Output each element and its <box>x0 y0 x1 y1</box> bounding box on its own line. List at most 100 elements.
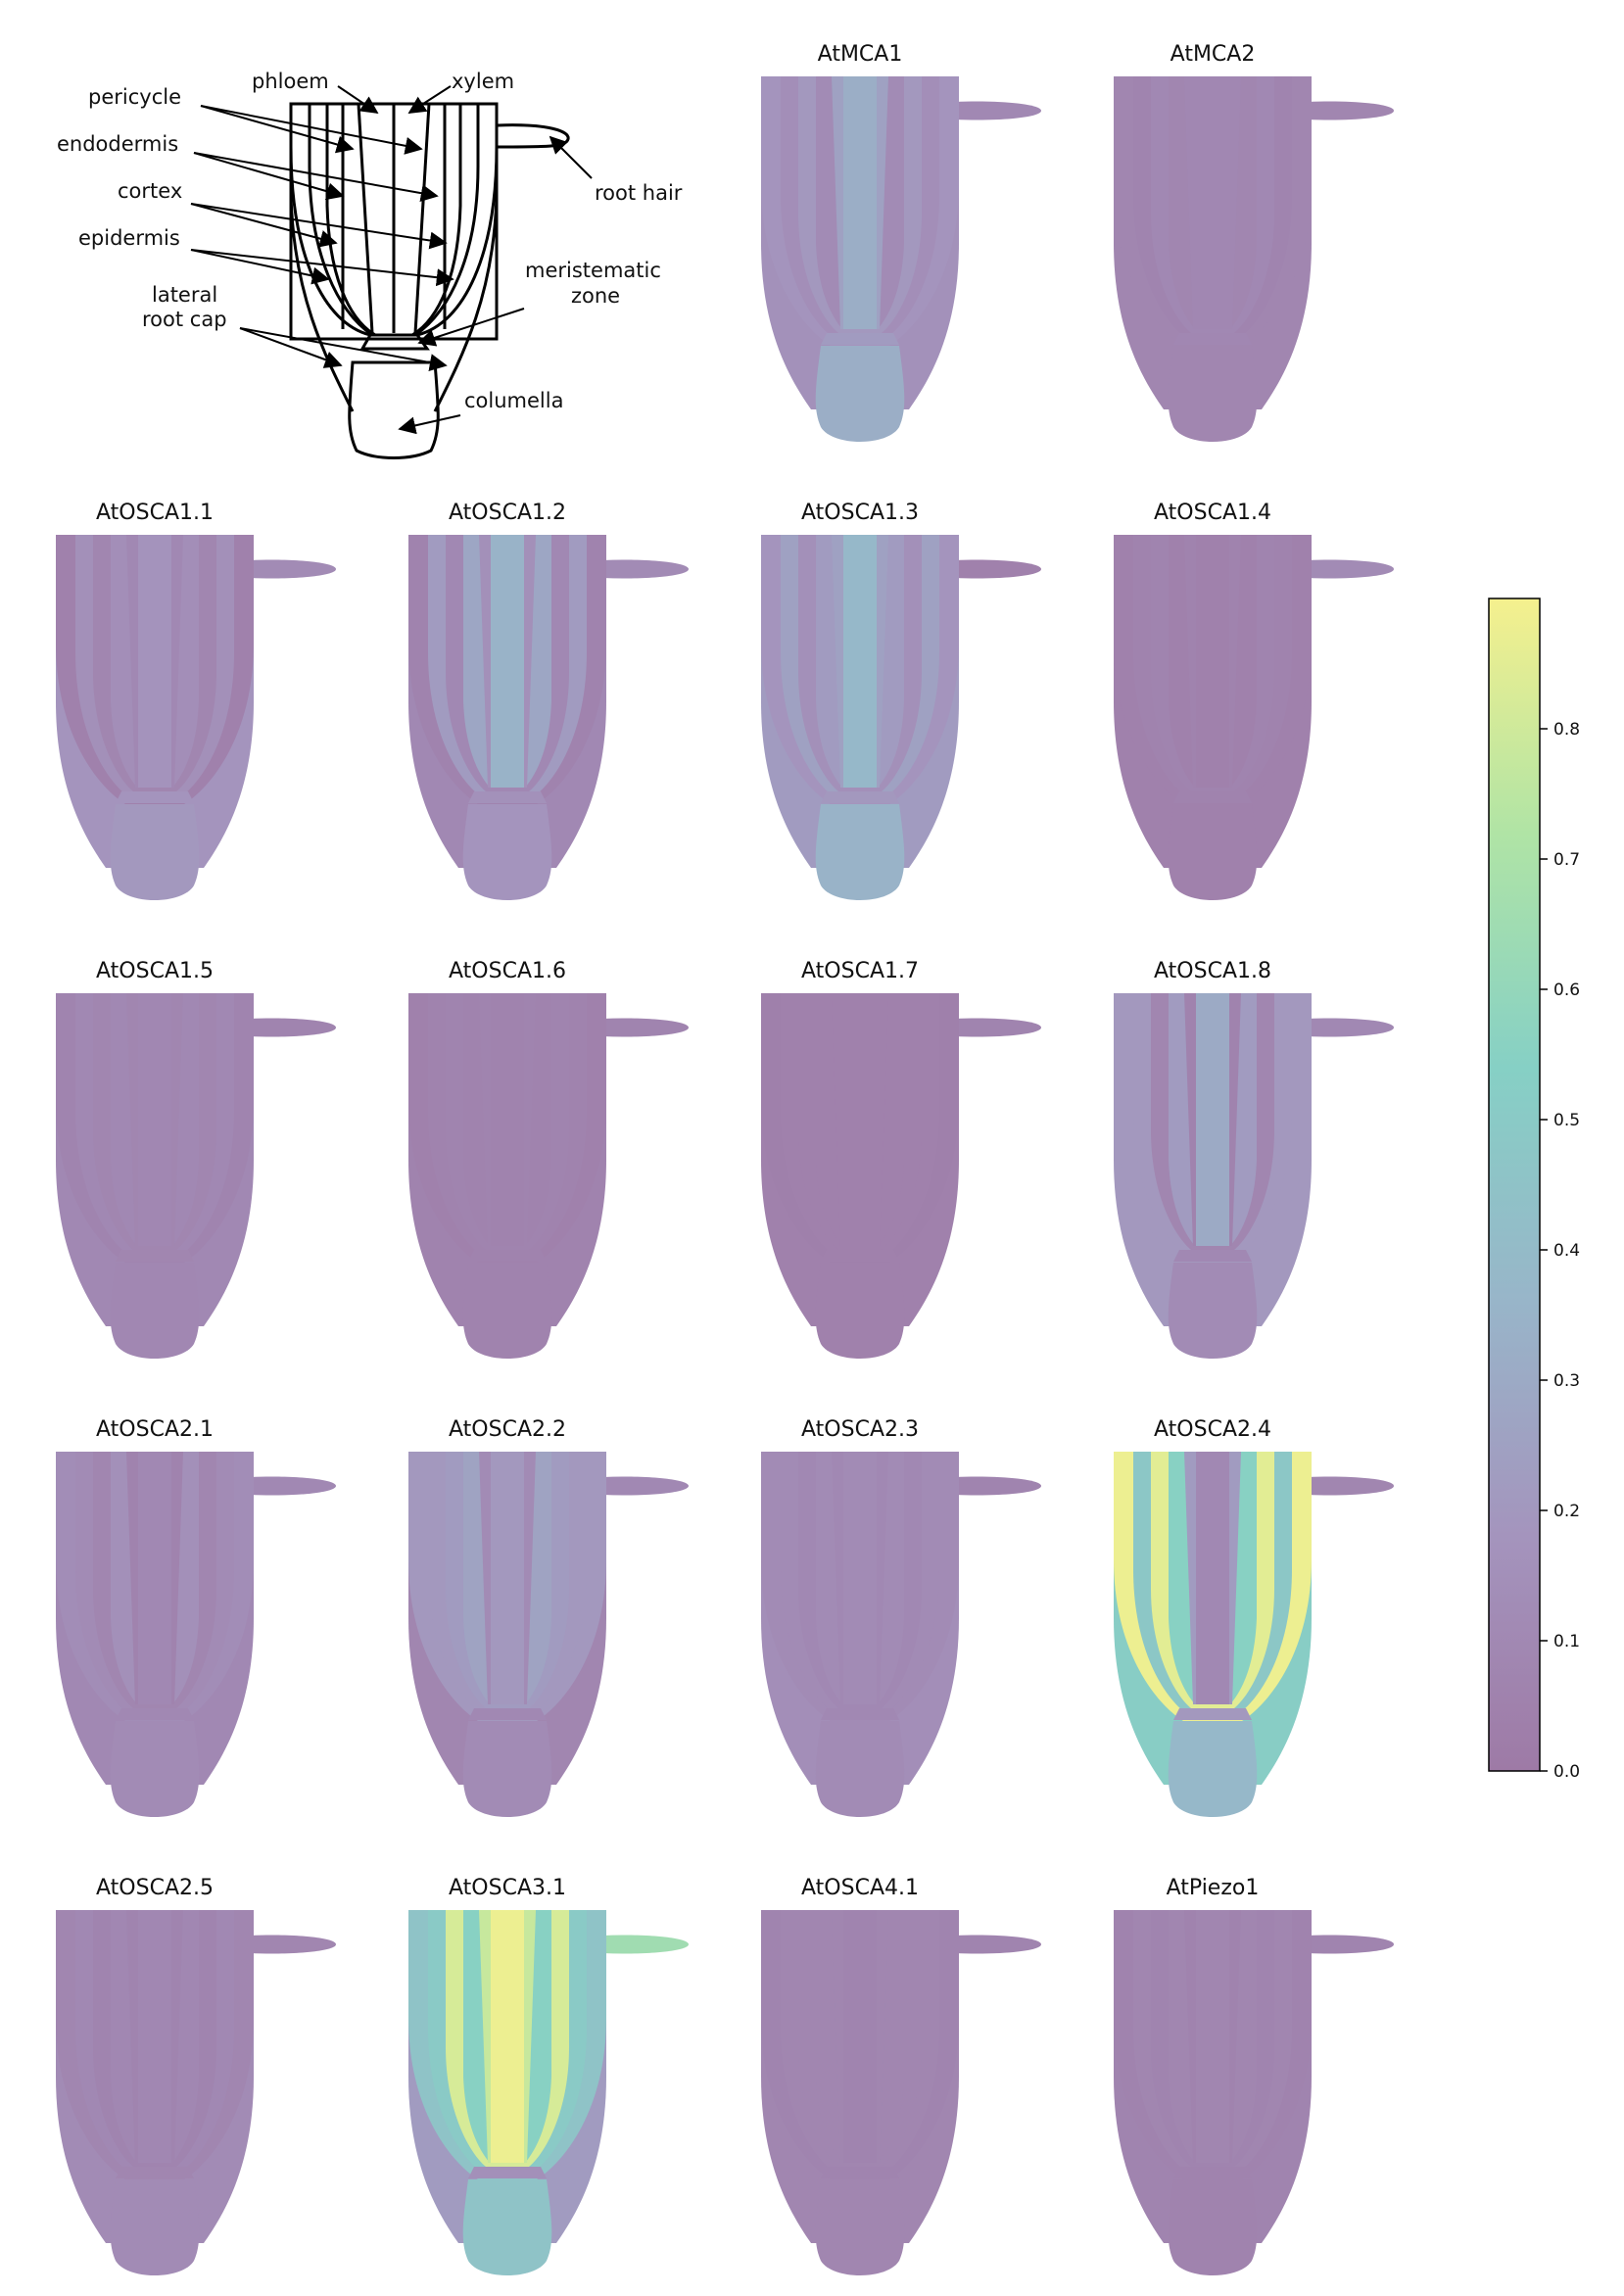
colorbar-tick-label: 0.7 <box>1553 850 1580 870</box>
meristematic-zone-region <box>116 791 194 803</box>
schematic-columella <box>348 360 440 459</box>
xylem-region <box>1196 993 1229 1246</box>
columella-region <box>110 1263 200 1359</box>
schematic-lrc-left <box>289 104 355 412</box>
columella-region <box>110 804 200 900</box>
panel-title: AtOSCA1.3 <box>801 501 919 525</box>
arrow-epidermis-1 <box>190 249 330 285</box>
root-hair-region <box>955 101 1041 120</box>
label-lateral: lateral <box>152 283 217 307</box>
xylem-region <box>138 993 171 1246</box>
root-hair-region <box>250 1935 336 1954</box>
columella-region <box>1168 804 1258 900</box>
root-hair-region <box>955 559 1041 579</box>
panel-atosca2-5: AtOSCA2.5 <box>56 1876 336 2275</box>
meristematic-zone-region <box>821 2167 899 2178</box>
xylem-region <box>1196 1910 1229 2163</box>
schematic-phloem-right <box>413 103 431 334</box>
panel-atosca1-8: AtOSCA1.8 <box>1114 959 1394 1359</box>
panel-atosca3-1: AtOSCA3.1 <box>408 1876 689 2275</box>
xylem-region <box>843 76 877 329</box>
columella-region <box>815 346 905 442</box>
panel-atosca2-4: AtOSCA2.4 <box>1114 1417 1394 1817</box>
panel-title: AtOSCA2.4 <box>1154 1417 1271 1442</box>
panel-atosca2-2: AtOSCA2.2 <box>408 1417 689 1817</box>
panel-atmca2: AtMCA2 <box>1114 42 1394 442</box>
colorbar-bar <box>1488 598 1541 1772</box>
meristematic-zone-region <box>821 333 899 345</box>
xylem-region <box>491 1910 524 2163</box>
colorbar-tick-label: 0.6 <box>1553 981 1580 1000</box>
arrow-phloem <box>337 85 379 115</box>
schematic-epidermis-left <box>289 104 371 337</box>
panel-title: AtOSCA1.1 <box>96 501 214 525</box>
label-xylem: xylem <box>452 70 514 93</box>
panel-atosca2-3: AtOSCA2.3 <box>761 1417 1041 1817</box>
panel-atpiezo1: AtPiezo1 <box>1114 1876 1394 2275</box>
panel-title: AtOSCA1.7 <box>801 959 919 983</box>
panel-title: AtOSCA1.8 <box>1154 959 1271 983</box>
meristematic-zone-region <box>821 1708 899 1720</box>
colorbar-tick-label: 0.4 <box>1553 1241 1580 1261</box>
root-schematic: phloem xylem pericycle endodermis cortex… <box>57 70 683 459</box>
arrow-endodermis-1 <box>193 152 345 201</box>
meristematic-zone-region <box>1173 333 1252 345</box>
schematic-endodermis-right <box>411 104 462 337</box>
label-epidermis: epidermis <box>78 226 180 250</box>
schematic-endodermis-left <box>325 104 376 337</box>
xylem-region <box>491 1452 524 1704</box>
panel-title: AtOSCA2.1 <box>96 1417 214 1442</box>
meristematic-zone-region <box>116 1250 194 1262</box>
colorbar: 0.0 0.1 0.2 0.3 0.4 0.5 0.6 0.7 0.8 <box>1488 598 1580 1782</box>
panel-title: AtOSCA2.3 <box>801 1417 919 1442</box>
root-hair-region <box>250 1476 336 1496</box>
xylem-region <box>843 1452 877 1704</box>
meristematic-zone-region <box>468 791 547 803</box>
panel-title: AtOSCA4.1 <box>801 1876 919 1900</box>
columella-region <box>1168 1721 1258 1817</box>
columella-region <box>1168 1263 1258 1359</box>
columella-region <box>110 1721 200 1817</box>
root-hair-region <box>1308 101 1394 120</box>
columella-region <box>815 804 905 900</box>
colorbar-tick-label: 0.3 <box>1553 1371 1580 1391</box>
panel-title: AtOSCA2.5 <box>96 1876 214 1900</box>
arrow-epidermis-2 <box>190 249 454 287</box>
meristematic-zone-region <box>116 1708 194 1720</box>
colorbar-tick-label: 0.0 <box>1553 1762 1580 1782</box>
root-hair-region <box>602 559 689 579</box>
schematic-lrc-right <box>433 104 499 412</box>
colorbar-tick-label: 0.5 <box>1553 1111 1580 1130</box>
root-hair-region <box>602 1476 689 1496</box>
panel-title: AtPiezo1 <box>1167 1876 1260 1900</box>
columella-region <box>462 804 552 900</box>
xylem-region <box>843 535 877 788</box>
xylem-region <box>138 1910 171 2163</box>
panel-title: AtMCA2 <box>1170 42 1256 67</box>
panel-atosca4-1: AtOSCA4.1 <box>761 1876 1041 2275</box>
panel-atosca1-2: AtOSCA1.2 <box>408 501 689 900</box>
columella-region <box>815 2179 905 2275</box>
panel-title: AtOSCA1.5 <box>96 959 214 983</box>
meristematic-zone-region <box>116 2167 194 2178</box>
arrow-lrc-1 <box>239 327 343 368</box>
schematic-outline <box>289 102 570 459</box>
label-columella: columella <box>464 389 563 412</box>
label-cortex: cortex <box>118 179 182 203</box>
meristematic-zone-region <box>468 1708 547 1720</box>
meristematic-zone-region <box>1173 2167 1252 2178</box>
root-hair-region <box>250 1018 336 1037</box>
panel-title: AtOSCA2.2 <box>449 1417 566 1442</box>
arrow-endodermis-2 <box>193 152 439 203</box>
meristematic-zone-region <box>1173 1708 1252 1720</box>
label-root-hair: root hair <box>595 181 683 205</box>
meristematic-zone-region <box>1173 1250 1252 1262</box>
colorbar-tick-label: 0.1 <box>1553 1632 1580 1651</box>
root-hair-region <box>955 1935 1041 1954</box>
panel-atosca2-1: AtOSCA2.1 <box>56 1417 336 1817</box>
root-hair-region <box>955 1476 1041 1496</box>
arrow-xylem <box>407 85 452 114</box>
meristematic-zone-region <box>821 791 899 803</box>
schematic-meristematic-zone <box>359 333 430 351</box>
panel-title: AtOSCA1.4 <box>1154 501 1271 525</box>
